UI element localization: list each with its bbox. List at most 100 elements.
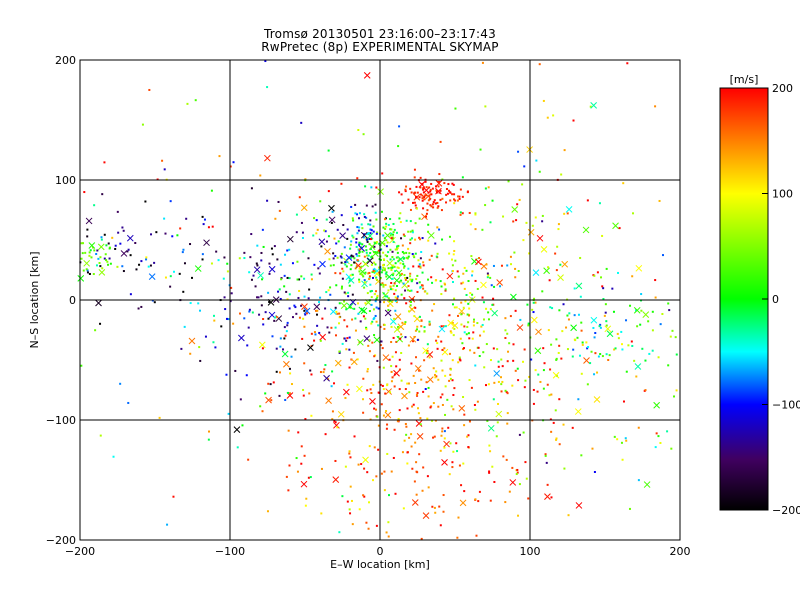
data-point xyxy=(191,276,194,279)
data-point xyxy=(385,222,388,225)
data-point xyxy=(580,321,583,324)
data-point xyxy=(391,266,394,269)
data-point xyxy=(108,247,111,250)
data-point xyxy=(338,312,341,315)
data-point xyxy=(332,252,335,255)
data-point xyxy=(350,205,353,208)
data-point xyxy=(329,286,332,289)
data-point xyxy=(364,317,367,320)
data-point xyxy=(399,221,402,224)
data-point xyxy=(437,205,440,208)
data-point xyxy=(429,188,432,191)
data-point xyxy=(450,331,453,334)
data-point xyxy=(463,287,466,290)
data-point xyxy=(527,497,530,500)
data-point xyxy=(342,270,345,273)
data-point xyxy=(333,382,336,385)
data-point xyxy=(298,278,301,281)
data-point xyxy=(452,198,455,201)
data-point xyxy=(305,497,308,500)
data-point xyxy=(481,61,484,64)
data-point xyxy=(432,201,435,204)
data-point xyxy=(434,511,437,514)
data-point xyxy=(387,223,390,226)
data-point xyxy=(352,219,355,222)
data-point xyxy=(453,306,456,309)
data-point xyxy=(473,404,476,407)
data-point-x xyxy=(362,456,369,464)
data-point xyxy=(365,216,368,219)
data-point xyxy=(369,238,372,241)
data-point xyxy=(452,183,455,186)
data-point xyxy=(286,276,289,279)
data-point xyxy=(398,258,401,261)
data-point xyxy=(394,492,397,495)
data-point-x xyxy=(233,426,241,433)
data-point-x xyxy=(393,369,400,377)
data-point-x xyxy=(384,411,392,419)
data-point xyxy=(486,276,489,279)
data-point xyxy=(366,292,369,295)
data-point xyxy=(409,275,412,278)
data-point xyxy=(313,339,316,342)
data-point-x xyxy=(509,479,517,486)
data-point xyxy=(382,234,385,237)
data-point xyxy=(591,447,594,450)
data-point xyxy=(121,265,124,268)
data-point xyxy=(639,323,642,326)
data-point xyxy=(561,330,564,333)
data-point xyxy=(340,261,343,264)
data-point xyxy=(368,339,371,342)
data-point xyxy=(420,250,423,253)
data-point xyxy=(241,424,244,427)
data-point xyxy=(356,358,359,361)
data-point xyxy=(276,316,279,319)
data-point xyxy=(460,301,463,304)
data-point xyxy=(264,392,267,395)
data-point xyxy=(400,193,403,196)
data-point xyxy=(116,210,119,213)
data-point xyxy=(230,286,233,289)
data-point xyxy=(370,296,373,299)
data-point xyxy=(285,290,288,293)
data-point xyxy=(362,236,365,239)
data-point xyxy=(380,472,383,475)
data-point-x xyxy=(408,295,416,303)
data-point xyxy=(363,495,366,498)
data-point xyxy=(572,119,575,122)
data-point xyxy=(374,242,377,245)
data-point-x xyxy=(557,274,564,281)
data-point xyxy=(371,320,374,323)
data-point xyxy=(341,285,344,288)
data-point xyxy=(336,256,339,259)
data-point xyxy=(640,293,643,296)
data-point xyxy=(605,320,608,323)
data-point xyxy=(467,434,470,437)
data-point xyxy=(82,242,85,245)
data-point xyxy=(532,301,535,304)
data-point-x xyxy=(300,204,308,212)
data-point xyxy=(371,255,374,258)
data-point xyxy=(416,325,419,328)
data-point xyxy=(169,275,172,278)
data-point xyxy=(278,371,281,374)
data-point xyxy=(548,394,551,397)
data-point xyxy=(466,435,469,438)
data-point-x xyxy=(98,269,106,276)
data-point xyxy=(427,278,430,281)
data-point xyxy=(264,311,267,314)
data-point xyxy=(621,458,624,461)
data-point xyxy=(566,314,569,317)
data-point xyxy=(161,159,164,162)
data-point xyxy=(366,254,369,257)
data-point xyxy=(261,410,264,413)
data-point xyxy=(327,190,330,193)
data-point xyxy=(403,266,406,269)
data-point xyxy=(426,343,429,346)
data-point xyxy=(414,329,417,332)
data-point xyxy=(327,235,330,238)
data-point xyxy=(411,229,414,232)
data-point xyxy=(234,369,237,372)
data-point xyxy=(416,338,419,341)
